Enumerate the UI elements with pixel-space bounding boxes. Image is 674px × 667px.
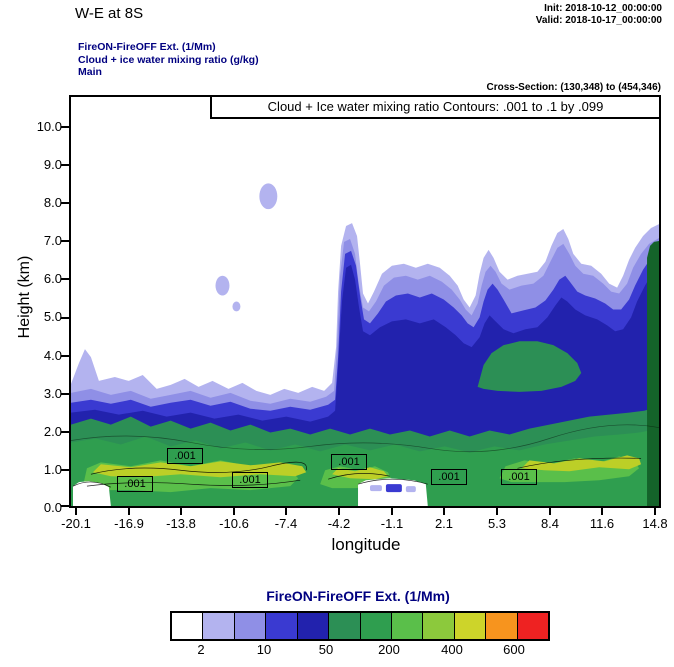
x-tick-label: -1.1 bbox=[380, 516, 404, 531]
colorbar-cell bbox=[172, 613, 203, 639]
y-tick-label: 2.0 bbox=[43, 424, 62, 439]
x-tick bbox=[654, 508, 656, 515]
y-tick-label: 3.0 bbox=[43, 386, 62, 401]
fill-level-5-patch bbox=[477, 341, 582, 392]
y-tick bbox=[61, 317, 69, 319]
colorbar-cell bbox=[516, 613, 549, 639]
cloud-blob-small bbox=[232, 301, 241, 312]
contour-value-label: .001 bbox=[232, 472, 268, 488]
x-tick-label: -4.2 bbox=[327, 516, 351, 531]
x-tick-label: 14.8 bbox=[642, 516, 668, 531]
x-tick bbox=[75, 508, 77, 515]
fill-dark-green-strip bbox=[647, 240, 659, 506]
subtitle-shading: FireON-FireOFF Ext. (1/Mm) bbox=[78, 41, 216, 53]
contour-lines bbox=[71, 424, 659, 488]
colorbar-cell bbox=[328, 613, 360, 639]
page-title: W-E at 8S bbox=[75, 5, 144, 22]
colorbar-tick-label: 10 bbox=[256, 642, 272, 657]
contour-value-label: .001 bbox=[331, 454, 367, 470]
x-tick bbox=[285, 508, 287, 515]
fill-level-8-left bbox=[92, 461, 307, 478]
x-tick-label: 2.1 bbox=[434, 516, 454, 531]
surface-blob-lavender-1 bbox=[369, 485, 382, 492]
colorbar-tick-label: 2 bbox=[197, 642, 205, 657]
y-tick-label: 5.0 bbox=[43, 309, 62, 324]
y-tick bbox=[61, 393, 69, 395]
x-tick bbox=[128, 508, 130, 515]
y-tick bbox=[61, 431, 69, 433]
colorbar-cell bbox=[485, 613, 517, 639]
x-tick-label: -16.9 bbox=[114, 516, 144, 531]
init-time: Init: 2018-10-12_00:00:00 bbox=[544, 3, 662, 14]
colorbar-cell bbox=[265, 613, 297, 639]
colorbar-cell bbox=[202, 613, 234, 639]
x-tick-label: 8.4 bbox=[540, 516, 560, 531]
colorbar-cell bbox=[390, 613, 423, 639]
y-tick-label: 8.0 bbox=[43, 195, 62, 210]
contour-canvas bbox=[71, 183, 659, 506]
x-tick bbox=[549, 508, 551, 515]
surface-blob-lavender-2 bbox=[405, 486, 416, 493]
colorbar-cell bbox=[453, 613, 486, 639]
colorbar bbox=[170, 611, 550, 641]
x-tick bbox=[338, 508, 340, 515]
surface-blob-blue bbox=[385, 484, 402, 493]
cross-section-label: Cross-Section: (130,348) to (454,346) bbox=[486, 82, 661, 93]
colorbar-cell bbox=[233, 613, 266, 639]
y-tick bbox=[61, 164, 69, 166]
y-tick bbox=[61, 126, 69, 128]
y-tick-label: 6.0 bbox=[43, 271, 62, 286]
fill-level-8-right bbox=[521, 455, 642, 472]
x-axis-title: longitude bbox=[331, 535, 401, 554]
colorbar-tick-label: 600 bbox=[503, 642, 525, 657]
colorbar-tick-label: 200 bbox=[378, 642, 400, 657]
valid-time: Valid: 2018-10-17_00:00:00 bbox=[535, 15, 662, 26]
y-tick bbox=[61, 240, 69, 242]
colorbar-cell bbox=[359, 613, 391, 639]
x-tick bbox=[496, 508, 498, 515]
x-tick bbox=[601, 508, 603, 515]
cloud-blob-mid bbox=[215, 275, 230, 296]
in-plot-title: Cloud + Ice water mixing ratio Contours:… bbox=[210, 95, 661, 119]
x-tick bbox=[391, 508, 393, 515]
y-tick-label: 4.0 bbox=[43, 348, 62, 363]
subtitle-contour: Cloud + ice water mixing ratio (g/kg) bbox=[78, 53, 259, 66]
y-tick bbox=[61, 202, 69, 204]
colorbar-cell bbox=[422, 613, 454, 639]
y-tick bbox=[61, 469, 69, 471]
x-tick bbox=[233, 508, 235, 515]
run-times: Init: 2018-10-12_00:00:00 Valid: 2018-10… bbox=[536, 3, 662, 27]
contour-value-label: .001 bbox=[501, 469, 537, 485]
x-tick bbox=[180, 508, 182, 515]
contour-value-label: .001 bbox=[431, 469, 467, 485]
x-tick-label: -20.1 bbox=[61, 516, 91, 531]
colorbar-title: FireON-FireOFF Ext. (1/Mm) bbox=[266, 588, 450, 604]
cloud-blob-high bbox=[259, 183, 278, 210]
colorbar-tick-label: 400 bbox=[441, 642, 463, 657]
contour-value-label: .001 bbox=[167, 448, 203, 464]
clear-gap-left bbox=[72, 481, 111, 506]
field-subtitles: FireON-FireOFF Ext. (1/Mm) Cloud + ice w… bbox=[78, 41, 259, 79]
colorbar-cell bbox=[296, 613, 329, 639]
x-tick bbox=[443, 508, 445, 515]
y-tick bbox=[61, 355, 69, 357]
x-tick-label: 5.3 bbox=[487, 516, 507, 531]
colorbar-tick-label: 50 bbox=[318, 642, 334, 657]
contour-value-label: .001 bbox=[117, 476, 153, 492]
y-tick-label: 0.0 bbox=[43, 500, 62, 515]
plot-area: Cloud + Ice water mixing ratio Contours:… bbox=[69, 95, 661, 508]
x-tick-label: 11.6 bbox=[589, 516, 615, 531]
y-tick bbox=[61, 278, 69, 280]
x-tick-label: -10.6 bbox=[219, 516, 249, 531]
y-tick-label: 9.0 bbox=[43, 157, 62, 172]
x-tick-label: -13.8 bbox=[166, 516, 196, 531]
x-tick-label: -7.4 bbox=[274, 516, 298, 531]
y-tick-label: 7.0 bbox=[43, 233, 62, 248]
y-tick bbox=[61, 505, 69, 507]
y-tick-label: 10.0 bbox=[36, 119, 62, 134]
subtitle-domain: Main bbox=[78, 66, 102, 78]
y-tick-label: 1.0 bbox=[43, 462, 62, 477]
